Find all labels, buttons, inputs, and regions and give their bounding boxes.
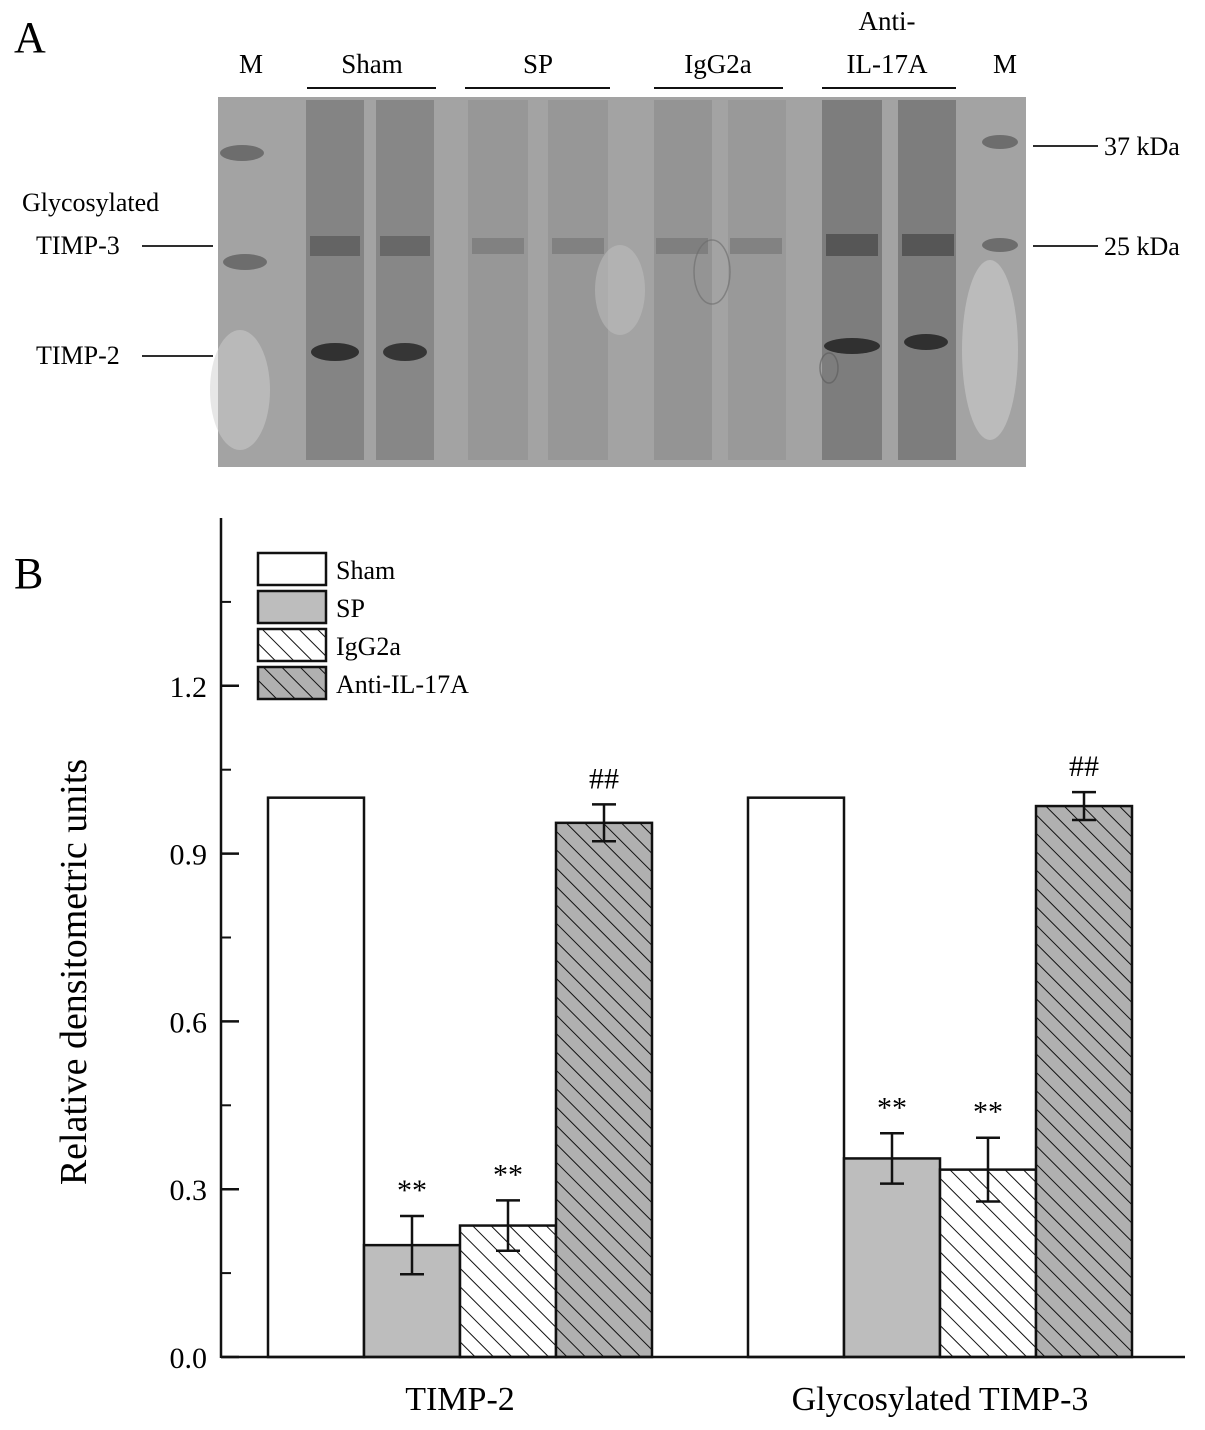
bar-sp-1 [842,1157,942,1359]
group-label-sham: Sham [341,49,403,79]
band-timp2-sham-2 [383,343,427,361]
bar-anti-il-17a-0 [554,821,654,1359]
marker-band-25-left [223,254,267,270]
panel-b: B Relative densitometric units 0.0 0.3 0.6… [14,518,1185,1418]
legend: Sham SP IgG2a Anti-IL-17A [256,551,469,701]
y-tick-label: 1.2 [170,671,208,704]
label-timp2: TIMP-2 [36,341,120,370]
gel-lane-sham-2 [376,100,434,460]
y-tick-label: 0.0 [170,1342,208,1375]
bar-anti-il-17a-1 [1034,804,1134,1359]
category-labels: TIMP-2 Glycosylated TIMP-3 [405,1381,1088,1418]
y-tick-label: 0.9 [170,839,208,872]
band-timp2-anti-1 [824,338,880,354]
band-timp2-anti-2 [904,334,948,350]
y-tick-label: 0.3 [170,1174,208,1207]
gel-lane-sham-1 [306,100,364,460]
legend-swatch [256,627,328,663]
marker-band-37-right [982,135,1018,149]
category-label: TIMP-2 [405,1381,515,1418]
gel-lane-igg-1 [654,100,712,460]
group-label-igg2a: IgG2a [684,49,751,79]
marker-band-37-left [220,145,264,161]
y-tick-label: 0.6 [170,1006,208,1039]
lane-label-marker-left: M [239,49,263,79]
band-glyco-igg-1 [656,238,708,254]
legend-swatch [256,551,328,587]
gel-bubble-anti [819,352,839,384]
band-glyco-anti-1 [826,234,878,256]
gel-bubble-igg [693,239,731,305]
band-glyco-sp-1 [472,238,524,254]
group-label-anti-line1: Anti- [859,6,916,36]
label-25kda: 25 kDa [1104,232,1180,261]
panel-a-letter: A [14,13,46,62]
legend-swatch [256,665,328,701]
y-axis-label: Relative densitometric units [53,759,95,1185]
band-timp2-sham-1 [311,343,359,361]
label-glycosylated-line1: Glycosylated [22,188,159,217]
gel-artifact-sp [595,245,645,335]
gel-lane-anti-1 [822,100,882,460]
legend-label: SP [336,594,365,623]
band-glyco-sp-2 [552,238,604,254]
label-37kda: 37 kDa [1104,132,1180,161]
band-glyco-igg-2 [730,238,782,254]
lane-label-marker-right: M [993,49,1017,79]
significance-mark: ** [397,1174,427,1207]
significance-mark: ## [1069,750,1099,783]
panel-a: A M M Sham SP IgG2a Anti- IL-17A [14,6,1180,467]
gel-lane-igg-2 [728,100,786,460]
bar-annotations: ** ** ## ** ** ## [397,750,1099,1207]
legend-swatch [256,589,328,625]
band-glyco-anti-2 [902,234,954,256]
gel-lane-sp-1 [468,100,528,460]
gel-artifact-left [210,330,270,450]
bar-sham-1 [746,796,846,1359]
band-glyco-sham-2 [380,236,430,256]
bars [266,790,1134,1359]
panel-b-letter: B [14,549,43,598]
band-glyco-sham-1 [310,236,360,256]
significance-mark: ## [589,762,619,795]
gel-lane-sp-2 [548,100,608,460]
group-label-anti-line2: IL-17A [847,49,928,79]
group-label-sp: SP [523,49,553,79]
label-glycosylated-line2: TIMP-3 [36,231,120,260]
gel-lane-anti-2 [898,100,956,460]
gel-image [210,97,1026,467]
legend-label: Anti-IL-17A [336,670,469,699]
gel-artifact-right [962,260,1018,440]
significance-mark: ** [973,1096,1003,1129]
legend-label: Sham [336,556,395,585]
bar-sham-0 [266,796,366,1359]
category-label: Glycosylated TIMP-3 [792,1381,1089,1418]
significance-mark: ** [877,1091,907,1124]
marker-band-25-right [982,238,1018,252]
legend-label: IgG2a [336,632,401,661]
significance-mark: ** [493,1158,523,1191]
y-axis-ticks: 0.0 0.3 0.6 0.9 1.2 [170,600,239,1375]
